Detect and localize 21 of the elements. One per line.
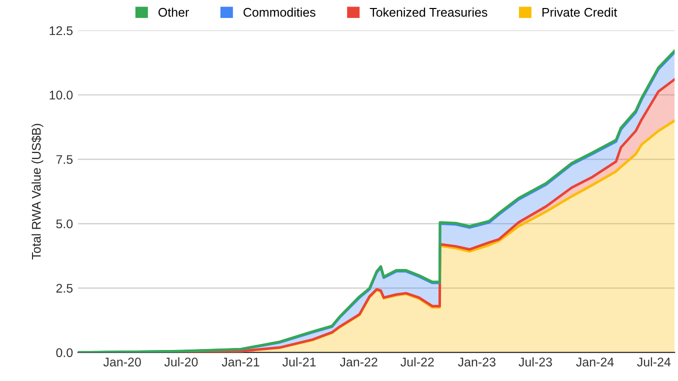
x-tick-label: Jul-21	[282, 357, 316, 366]
x-tick-label: Jul-24	[637, 357, 671, 366]
x-tick-label: Jan-22	[340, 358, 378, 366]
legend-label: Private Credit	[542, 8, 618, 17]
x-tick-label: Jul-20	[164, 357, 198, 366]
y-tick-label: 5.0	[56, 219, 73, 228]
x-tick-label: Jan-20	[103, 358, 141, 366]
y-tick-label: 0.0	[56, 348, 73, 358]
legend-label: Other	[158, 8, 189, 17]
x-tick-label: Jan-24	[576, 358, 614, 366]
x-tick-label: Jan-23	[458, 358, 496, 366]
y-tick-label: 10.0	[50, 90, 73, 100]
y-tick-label: 2.5	[56, 284, 73, 293]
legend-label: Commodities	[244, 8, 316, 17]
x-tick-label: Jul-22	[400, 357, 434, 366]
x-tick-label: Jul-23	[518, 357, 552, 366]
y-axis-title: Total RWA Value (US$B)	[31, 124, 44, 260]
legend-label: Tokenized Treasuries	[370, 8, 488, 17]
x-tick-label: Jan-21	[222, 358, 260, 366]
y-tick-label: 7.5	[56, 155, 73, 164]
y-tick-label: 12.5	[50, 26, 73, 36]
